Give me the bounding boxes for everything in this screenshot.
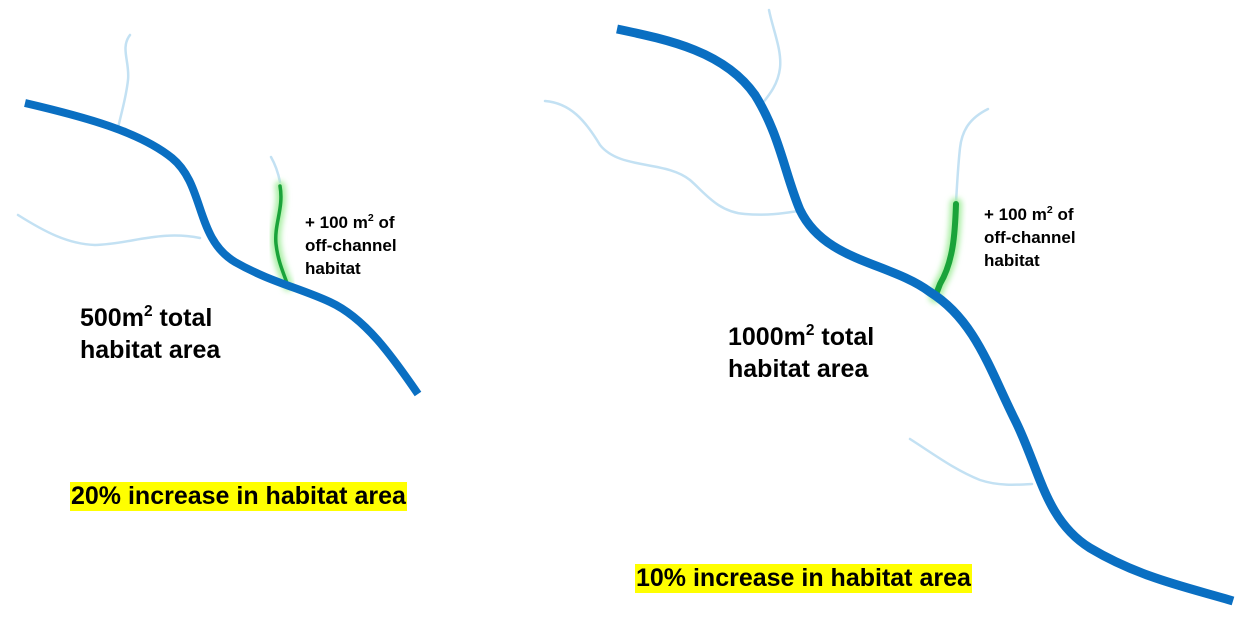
left-tributary-upper bbox=[116, 33, 132, 130]
left-callout-line3: habitat bbox=[305, 259, 361, 278]
right-tributary-south bbox=[908, 437, 1034, 487]
right-callout-label: + 100 m2 of off-channel habitat bbox=[984, 203, 1076, 272]
left-off-channel-habitat bbox=[274, 184, 290, 288]
left-result-highlight: 20% increase in habitat area bbox=[70, 482, 407, 511]
right-total-line1: 1000m2 total bbox=[728, 321, 875, 351]
left-total-area-label: 500m2 total habitat area bbox=[80, 302, 220, 366]
right-tributary-upper bbox=[760, 8, 782, 106]
right-tributary-west bbox=[543, 99, 800, 216]
right-river-system bbox=[543, 8, 1235, 606]
left-total-line2: habitat area bbox=[80, 336, 221, 364]
left-tributary-west bbox=[16, 213, 202, 247]
left-main-river bbox=[24, 99, 422, 397]
right-callout-line1: + 100 m2 of bbox=[984, 204, 1074, 224]
left-total-line1: 500m2 total bbox=[80, 302, 213, 332]
right-off-channel-habitat bbox=[932, 201, 959, 300]
left-river-system bbox=[16, 33, 422, 397]
right-callout-line2: off-channel bbox=[984, 228, 1076, 247]
right-callout-line3: habitat bbox=[984, 251, 1040, 270]
right-tributary-east bbox=[954, 107, 990, 205]
left-callout-label: + 100 m2 of off-channel habitat bbox=[305, 211, 397, 280]
left-callout-line2: off-channel bbox=[305, 236, 397, 255]
right-main-river bbox=[616, 24, 1235, 606]
right-total-line2: habitat area bbox=[728, 355, 869, 383]
right-total-area-label: 1000m2 total habitat area bbox=[728, 321, 874, 385]
right-result-highlight: 10% increase in habitat area bbox=[635, 564, 972, 593]
left-callout-line1: + 100 m2 of bbox=[305, 212, 395, 232]
left-tributary-east bbox=[269, 155, 282, 184]
